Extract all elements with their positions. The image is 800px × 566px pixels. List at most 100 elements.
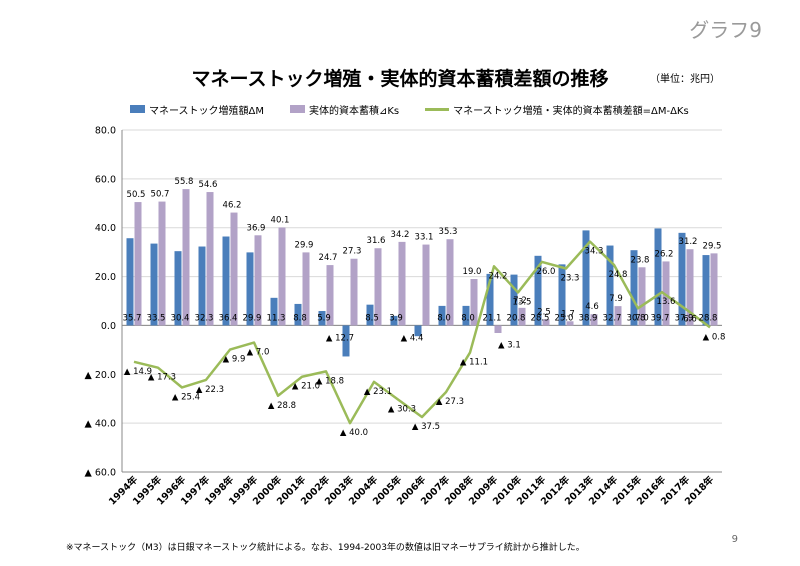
data-label-capital: 1.7 — [561, 309, 575, 319]
bar-capital — [350, 258, 358, 326]
bar-capital — [134, 202, 142, 326]
bar-capital — [302, 252, 310, 326]
page-number: 9 — [731, 534, 738, 545]
data-label-difference: ▲ 37.5 — [412, 422, 440, 432]
data-label-money-stock: 11.3 — [267, 313, 286, 323]
bar-money-stock — [654, 228, 662, 326]
bar-money-stock — [366, 304, 374, 326]
bar-money-stock — [486, 273, 494, 326]
bar-capital — [470, 279, 478, 326]
y-tick-label: 40.0 — [95, 223, 116, 234]
bar-money-stock — [198, 246, 206, 326]
data-label-capital: 27.3 — [343, 247, 362, 257]
data-label-money-stock: 8.0 — [437, 313, 451, 323]
data-label-difference: ▲ 0.8 — [703, 332, 726, 342]
bar-capital — [494, 325, 502, 334]
bar-capital — [326, 265, 334, 326]
bar-capital — [230, 212, 238, 326]
legend-label-money-stock: マネーストック増殖額ΔM — [149, 105, 264, 117]
bar-money-stock — [558, 264, 566, 326]
bar-money-stock — [270, 297, 278, 326]
data-label-difference: 24.8 — [609, 270, 628, 280]
legend-swatch-money-stock — [130, 105, 145, 113]
y-tick-label: 20.0 — [95, 272, 116, 283]
data-label-capital: 29.9 — [295, 240, 314, 250]
bar-capital — [278, 227, 286, 326]
data-label-difference: ▲ 7.0 — [247, 348, 270, 358]
data-label-difference: ▲ 17.3 — [148, 373, 176, 383]
data-label-money-stock: 30.4 — [171, 313, 190, 323]
bar-capital — [518, 307, 526, 326]
data-label-money-stock: 3.9 — [389, 313, 403, 323]
data-label-difference: ▲ 9.9 — [223, 355, 246, 365]
data-label-capital: 2.5 — [537, 307, 551, 317]
bar-money-stock — [342, 325, 350, 357]
footnote: ※マネーストック（M3）は日銀マネーストック統計による。なお、1994-2003… — [66, 543, 585, 553]
bar-money-stock — [318, 311, 326, 326]
bar-money-stock — [150, 243, 158, 326]
data-label-difference: 24.2 — [489, 271, 508, 281]
data-label-money-stock: 5.9 — [317, 313, 331, 323]
bar-capital — [446, 239, 454, 326]
legend-label-capital: 実体的資本蓄積⊿Ks — [308, 105, 400, 117]
unit-note: （単位：兆円） — [650, 74, 720, 85]
data-label-money-stock: 38.9 — [579, 313, 598, 323]
data-label-money-stock: 35.7 — [123, 313, 142, 323]
data-label-capital: 50.5 — [127, 190, 146, 200]
bar-money-stock — [294, 303, 302, 326]
data-label-capital: 36.9 — [247, 223, 266, 233]
data-label-money-stock: 8.8 — [293, 313, 307, 323]
data-label-capital: 40.1 — [271, 215, 290, 225]
bar-capital — [206, 192, 214, 326]
bar-money-stock — [414, 325, 422, 337]
legend-label-difference: マネーストック増殖・実体的資本蓄積差額=ΔM-ΔKs — [453, 105, 689, 117]
bar-money-stock — [582, 230, 590, 326]
data-label-capital: 55.8 — [175, 177, 194, 187]
y-tick-label: 80.0 — [95, 126, 116, 137]
data-label-difference: 13.6 — [657, 297, 676, 307]
legend-item-capital: 実体的資本蓄積⊿Ks — [289, 102, 400, 117]
data-label-capital: 34.2 — [391, 230, 410, 240]
bar-money-stock — [126, 238, 134, 326]
data-label-money-stock: 8.5 — [365, 313, 379, 323]
data-label-capital: 29.5 — [703, 241, 722, 251]
bar-capital — [590, 314, 598, 326]
bar-money-stock — [390, 315, 398, 326]
y-tick-label: ▲ 20.0 — [85, 370, 116, 381]
data-label-money-stock: 28.8 — [699, 313, 718, 323]
chart-legend: マネーストック増殖額ΔM 実体的資本蓄積⊿Ks マネーストック増殖・実体的資本蓄… — [130, 101, 715, 117]
data-label-capital: 23.8 — [631, 255, 650, 265]
bar-capital — [374, 248, 382, 326]
data-label-difference: ▲ 11.1 — [460, 358, 488, 368]
bar-money-stock — [630, 250, 638, 326]
data-label-capital: 7.9 — [609, 294, 623, 304]
data-label-money-stock: 36.4 — [219, 313, 238, 323]
data-label-money-stock: 20.8 — [507, 313, 526, 323]
data-label-capital: 31.2 — [679, 237, 698, 247]
data-label-money-stock: 29.9 — [243, 313, 262, 323]
data-label-capital: 35.3 — [439, 227, 458, 237]
bar-capital — [254, 235, 262, 326]
data-label-money-stock: 37.9 — [675, 313, 694, 323]
data-label-difference: ▲ 14.9 — [124, 367, 152, 377]
data-label-money-stock: 33.5 — [147, 313, 166, 323]
bar-capital — [542, 319, 550, 326]
data-label-difference: ▲ 18.8 — [316, 376, 344, 386]
data-label-capital: 46.2 — [223, 201, 242, 211]
data-label-capital: 54.6 — [199, 180, 218, 190]
data-label-difference: ▲ 30.3 — [388, 404, 416, 414]
data-label-difference: 26.0 — [537, 267, 556, 277]
y-tick-label: 0.0 — [101, 321, 116, 332]
data-label-difference: 6.6 — [683, 314, 697, 324]
data-label-difference: ▲ 23.1 — [364, 387, 392, 397]
legend-swatch-difference — [425, 107, 450, 111]
data-label-capital: 24.7 — [319, 253, 338, 263]
legend-swatch-capital — [289, 105, 305, 113]
data-label-difference: ▲ 27.3 — [436, 397, 464, 407]
bar-capital — [686, 249, 694, 326]
data-label-money-stock: ▲ 4.4 — [401, 333, 424, 343]
y-tick-label: ▲ 60.0 — [85, 468, 116, 479]
data-label-money-stock: 28.5 — [531, 313, 550, 323]
data-label-money-stock: 8.0 — [461, 313, 475, 323]
data-label-money-stock: 21.1 — [483, 313, 502, 323]
